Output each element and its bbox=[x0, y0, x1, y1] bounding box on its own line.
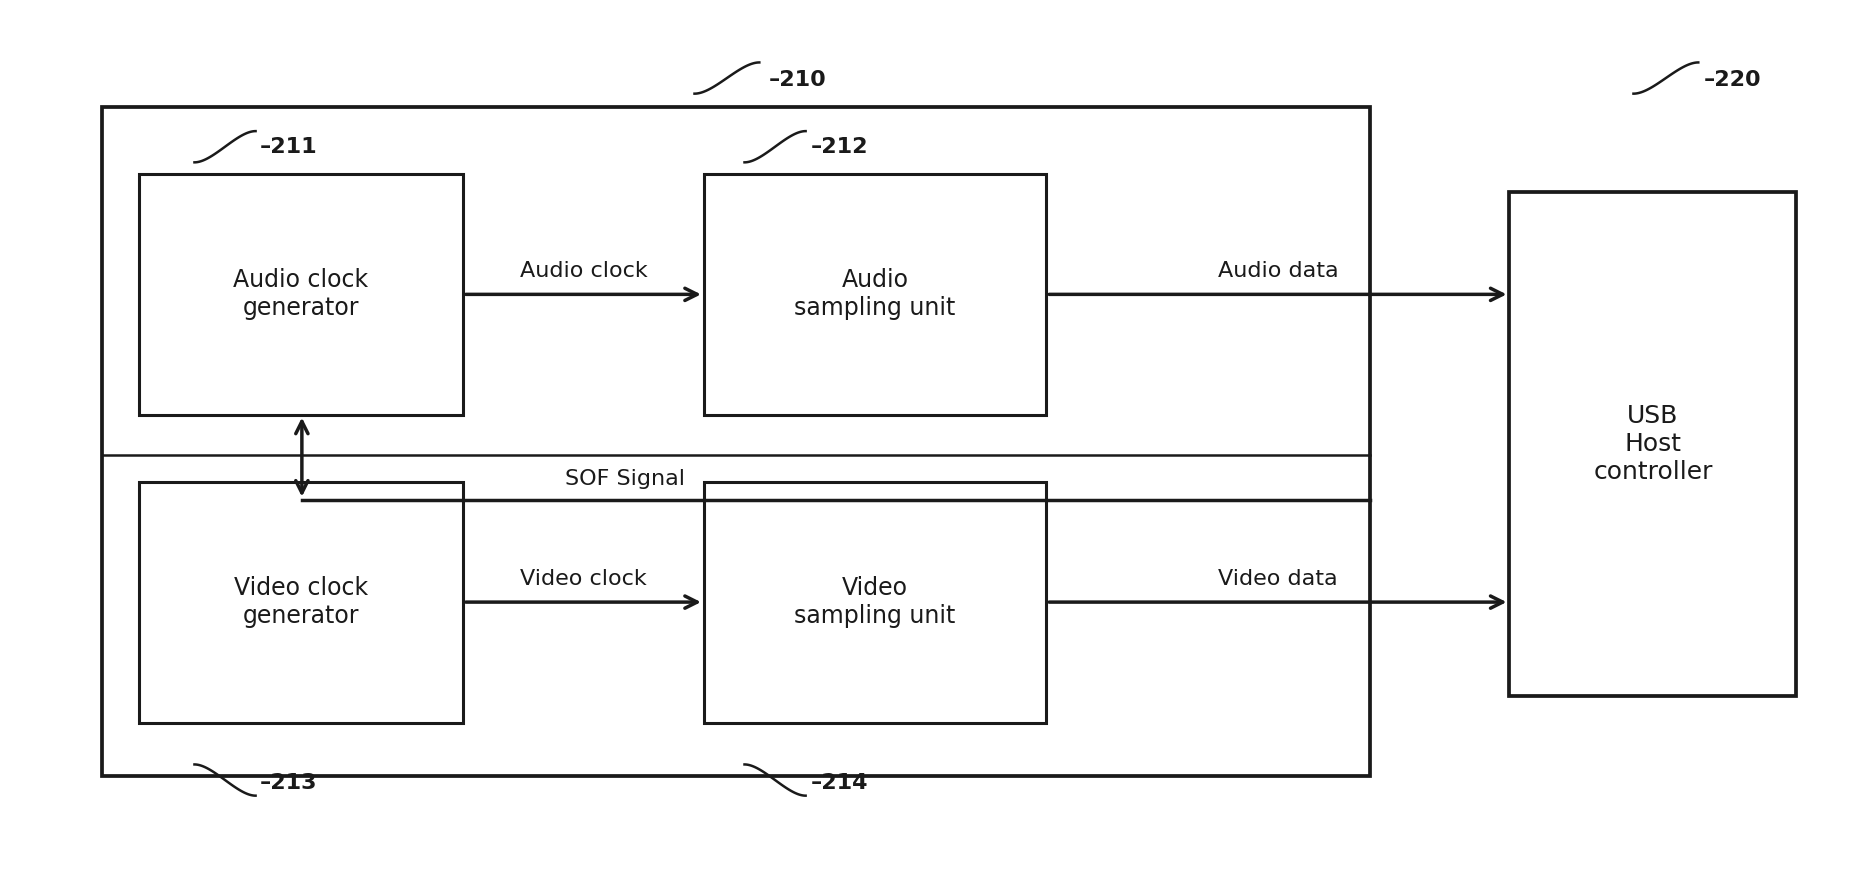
Text: Audio data: Audio data bbox=[1217, 261, 1339, 281]
Text: Audio
sampling unit: Audio sampling unit bbox=[795, 268, 956, 320]
Text: –220: –220 bbox=[1704, 70, 1761, 90]
Text: USB
Host
controller: USB Host controller bbox=[1593, 404, 1713, 483]
Text: Video
sampling unit: Video sampling unit bbox=[795, 576, 956, 628]
Text: –213: –213 bbox=[259, 773, 317, 793]
Bar bbox=[704, 482, 1046, 723]
Text: SOF Signal: SOF Signal bbox=[565, 469, 685, 489]
Text: Video clock
generator: Video clock generator bbox=[233, 576, 369, 628]
Bar bbox=[139, 482, 463, 723]
Bar bbox=[704, 174, 1046, 415]
Text: Video clock: Video clock bbox=[520, 569, 646, 589]
Text: –211: –211 bbox=[259, 137, 317, 157]
Text: –214: –214 bbox=[811, 773, 869, 793]
Text: Audio clock
generator: Audio clock generator bbox=[233, 268, 369, 320]
Text: –210: –210 bbox=[769, 70, 826, 90]
Bar bbox=[1509, 192, 1796, 696]
Text: Video data: Video data bbox=[1219, 569, 1337, 589]
Bar bbox=[139, 174, 463, 415]
Text: Audio clock: Audio clock bbox=[520, 261, 646, 281]
Text: –212: –212 bbox=[811, 137, 869, 157]
Bar bbox=[102, 107, 1370, 776]
